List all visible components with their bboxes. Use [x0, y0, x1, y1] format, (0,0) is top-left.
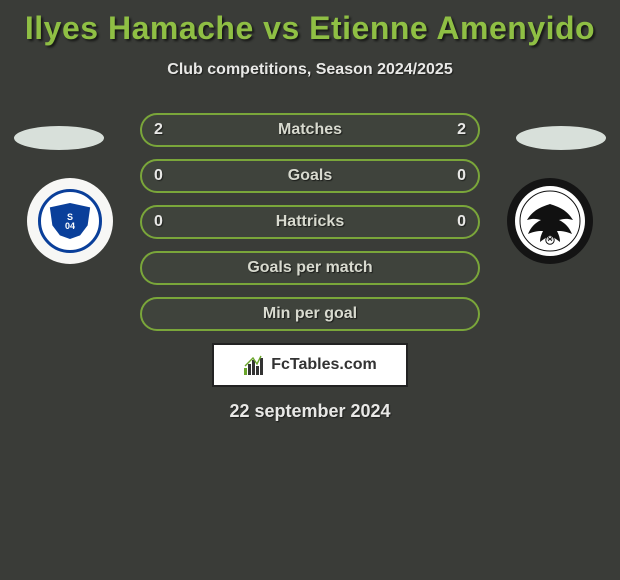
watermark: FcTables.com — [212, 343, 408, 387]
stat-row-mpg: Min per goal — [140, 297, 480, 331]
eagle-icon — [519, 190, 581, 252]
stat-right-value: 0 — [457, 213, 466, 231]
stat-left-value: 2 — [154, 121, 163, 139]
player-photo-right — [516, 126, 606, 150]
club-badge-left: S 04 — [27, 178, 113, 264]
watermark-label: FcTables.com — [271, 356, 377, 374]
stats-column: 2 Matches 2 0 Goals 0 0 Hattricks 0 Goal… — [140, 113, 480, 331]
stat-label: Goals per match — [247, 259, 372, 277]
stat-label: Goals — [288, 167, 332, 185]
stat-row-hattricks: 0 Hattricks 0 — [140, 205, 480, 239]
stat-label: Hattricks — [276, 213, 344, 231]
stat-row-gpm: Goals per match — [140, 251, 480, 285]
stat-label: Matches — [278, 121, 342, 139]
stat-row-matches: 2 Matches 2 — [140, 113, 480, 147]
club-badge-right — [507, 178, 593, 264]
stat-row-goals: 0 Goals 0 — [140, 159, 480, 193]
player-photo-left — [14, 126, 104, 150]
stat-right-value: 0 — [457, 167, 466, 185]
stat-right-value: 2 — [457, 121, 466, 139]
snapshot-date: 22 september 2024 — [0, 401, 620, 422]
comparison-card: Ilyes Hamache vs Etienne Amenyido Club c… — [0, 0, 620, 422]
page-subtitle: Club competitions, Season 2024/2025 — [0, 61, 620, 79]
stat-label: Min per goal — [263, 305, 357, 323]
bars-icon — [243, 354, 265, 376]
page-title: Ilyes Hamache vs Etienne Amenyido — [0, 10, 620, 47]
stat-left-value: 0 — [154, 213, 163, 231]
eagle-crest — [515, 186, 585, 256]
schalke-crest: S 04 — [38, 189, 102, 253]
stat-left-value: 0 — [154, 167, 163, 185]
